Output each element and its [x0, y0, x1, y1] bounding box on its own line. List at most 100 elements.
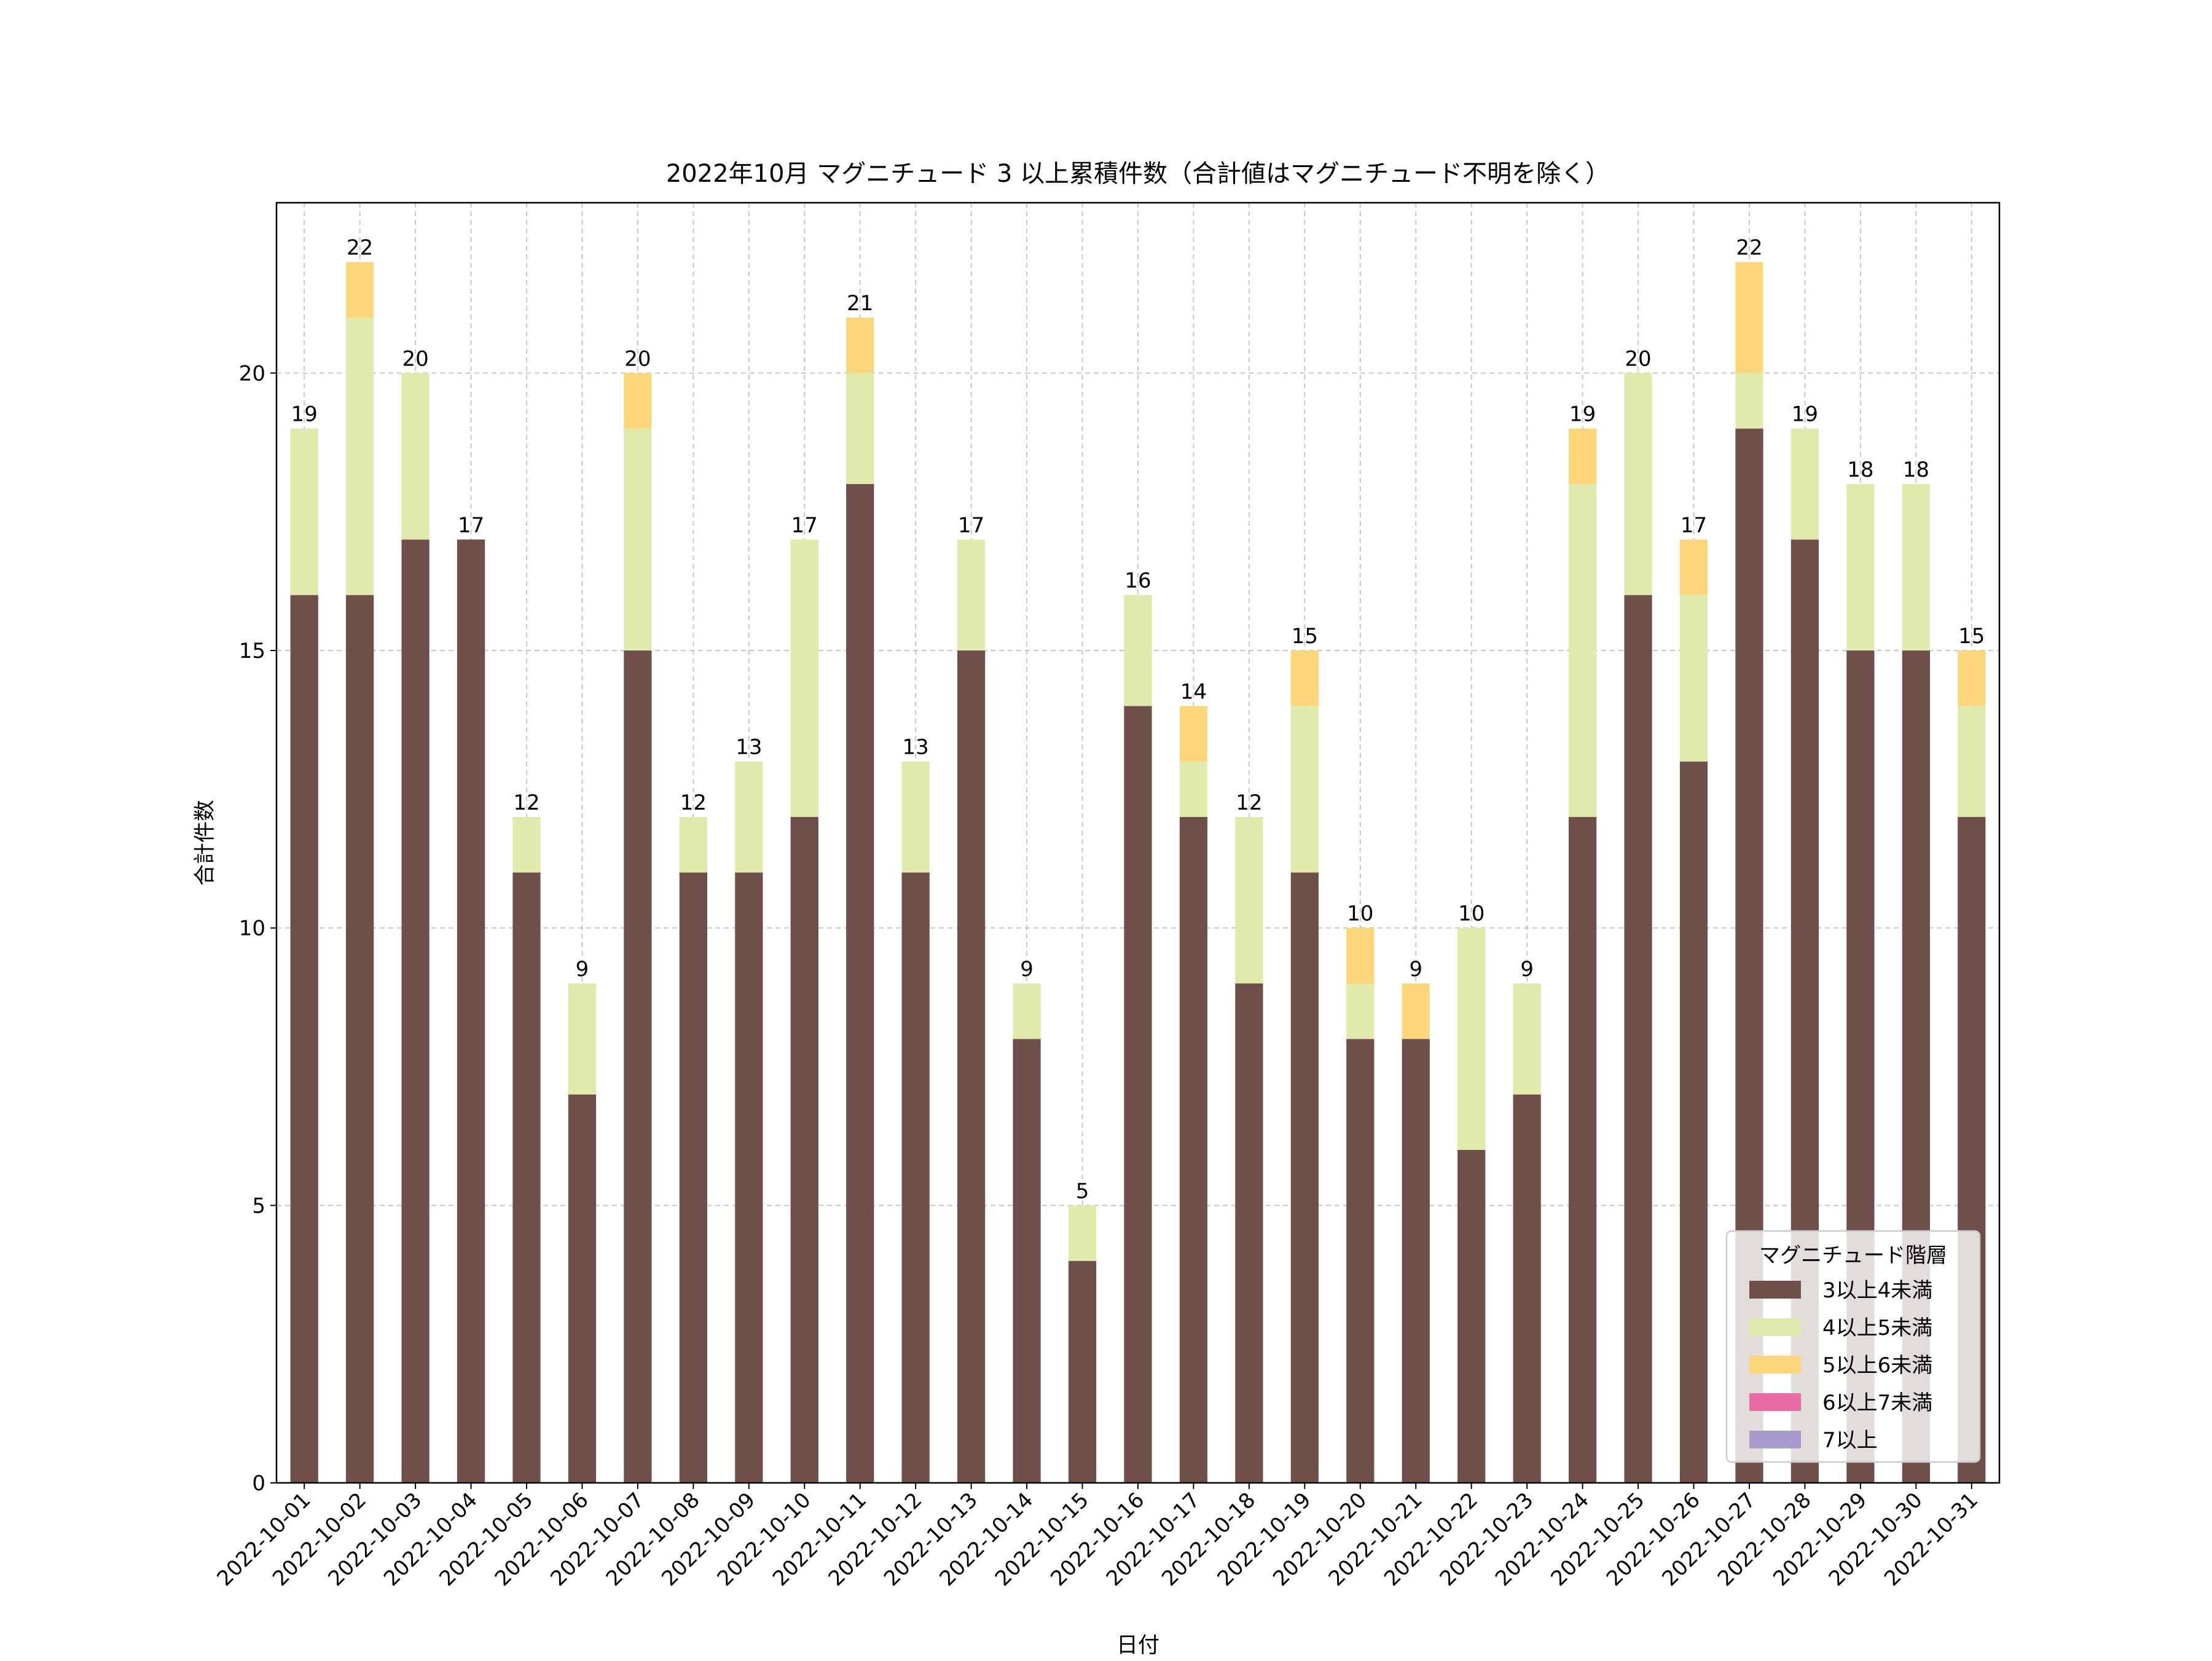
bar-segment [1013, 1039, 1041, 1483]
bar-segment [1513, 983, 1541, 1095]
data-label: 18 [1847, 458, 1873, 482]
y-axis: 0 5 10 15 20 [239, 361, 276, 1496]
data-label: 10 [1347, 902, 1373, 926]
bar-segment [1346, 983, 1375, 1039]
legend-label: 3以上4未満 [1822, 1278, 1932, 1303]
bar-segment [1679, 595, 1708, 762]
bar-segment [401, 373, 429, 540]
y-tick-label: 0 [252, 1471, 265, 1496]
legend-swatch [1749, 1281, 1801, 1299]
bar-segment [1290, 872, 1319, 1483]
bar-segment [1513, 1094, 1541, 1483]
data-label: 15 [1958, 624, 1985, 649]
legend-title: マグニチュード階層 [1759, 1243, 1947, 1268]
bar-segment [1735, 373, 1763, 429]
bar-segment [790, 816, 818, 1483]
bar-segment [1569, 483, 1597, 817]
bar-segment [1679, 761, 1708, 1483]
bar-segment [290, 428, 318, 595]
bar-segment [1346, 928, 1375, 983]
legend-label: 4以上5未満 [1822, 1316, 1932, 1340]
bar-segment [512, 872, 541, 1483]
data-label: 16 [1124, 569, 1151, 593]
bar-segment [1958, 706, 1986, 817]
bar-segment [624, 373, 652, 429]
data-labels: 19 22 20 17 12 9 20 12 13 17 21 13 17 9 5 16 14 12 15 10 9 10… [291, 236, 1985, 1204]
bar-segment [1346, 1039, 1375, 1483]
data-label: 19 [1792, 402, 1818, 427]
bar-segment [679, 872, 707, 1483]
data-label: 13 [903, 735, 929, 760]
bar-segment [1624, 373, 1652, 595]
data-label: 9 [1409, 957, 1422, 982]
bar-segment [735, 761, 763, 873]
data-label: 17 [1681, 513, 1707, 537]
bar-segment [290, 595, 318, 1483]
data-label: 12 [1236, 791, 1262, 815]
bar-segment [1569, 816, 1597, 1483]
bar-segment [1457, 928, 1486, 1150]
bars [290, 262, 1986, 1483]
data-label: 22 [1736, 236, 1762, 260]
x-axis-label: 日付 [1116, 1633, 1159, 1658]
bar-segment [1790, 428, 1819, 540]
bar-segment [1124, 706, 1152, 1483]
bar-segment [1679, 539, 1708, 595]
bar-segment [1068, 1260, 1097, 1483]
bar-segment [1179, 706, 1208, 762]
y-tick-label: 15 [239, 639, 265, 663]
bar-segment [957, 650, 986, 1483]
bar-segment [735, 872, 763, 1483]
bar-segment [1902, 483, 1930, 651]
data-label: 21 [847, 291, 873, 316]
bar-segment [1013, 983, 1041, 1039]
legend-label: 7以上 [1822, 1428, 1878, 1453]
data-label: 17 [791, 513, 818, 537]
bar-segment [790, 539, 818, 817]
data-label: 17 [958, 513, 984, 537]
bar-segment [1624, 595, 1652, 1483]
data-label: 15 [1292, 624, 1318, 649]
bar-segment [346, 595, 374, 1483]
bar-segment [1235, 816, 1263, 983]
y-tick-label: 20 [239, 361, 265, 386]
bar-segment [1402, 983, 1430, 1039]
bar-segment [457, 539, 485, 1483]
bar-segment [1290, 706, 1319, 873]
data-label: 20 [1625, 346, 1651, 371]
bar-segment [624, 428, 652, 651]
data-label: 20 [402, 346, 428, 371]
data-label: 19 [291, 402, 318, 427]
bar-segment [1735, 262, 1763, 373]
bar-segment [1290, 650, 1319, 706]
bar-segment [846, 483, 874, 1483]
bar-segment [401, 539, 429, 1483]
data-label: 9 [1520, 957, 1534, 982]
bar-segment [1958, 650, 1986, 706]
chart-title: 2022年10月 マグニチュード 3 以上累積件数（合計値はマグニチュード不明を… [666, 160, 1610, 188]
y-tick-label: 10 [239, 916, 265, 941]
bar-segment [1457, 1149, 1486, 1483]
data-label: 19 [1569, 402, 1596, 427]
data-label: 14 [1180, 679, 1207, 704]
bar-segment [568, 1094, 597, 1483]
bar-segment [1235, 983, 1263, 1483]
bar-segment [1846, 483, 1875, 651]
bar-segment [957, 539, 986, 651]
data-label: 17 [458, 513, 484, 537]
bar-segment [1124, 595, 1152, 706]
legend-label: 6以上7未満 [1822, 1391, 1932, 1415]
bar-segment [1068, 1205, 1097, 1261]
data-label: 9 [576, 957, 589, 982]
bar-segment [1179, 761, 1208, 817]
bar-segment [1179, 816, 1208, 1483]
bar-segment [624, 650, 652, 1483]
data-label: 9 [1020, 957, 1033, 982]
y-axis-label: 合計件数 [193, 800, 218, 886]
x-axis: 2022-10-012022-10-022022-10-032022-10-04… [213, 1483, 1983, 1591]
legend-swatch [1749, 1356, 1801, 1374]
bar-segment [1569, 428, 1597, 484]
bar-segment [846, 317, 874, 373]
bar-segment [346, 262, 374, 318]
